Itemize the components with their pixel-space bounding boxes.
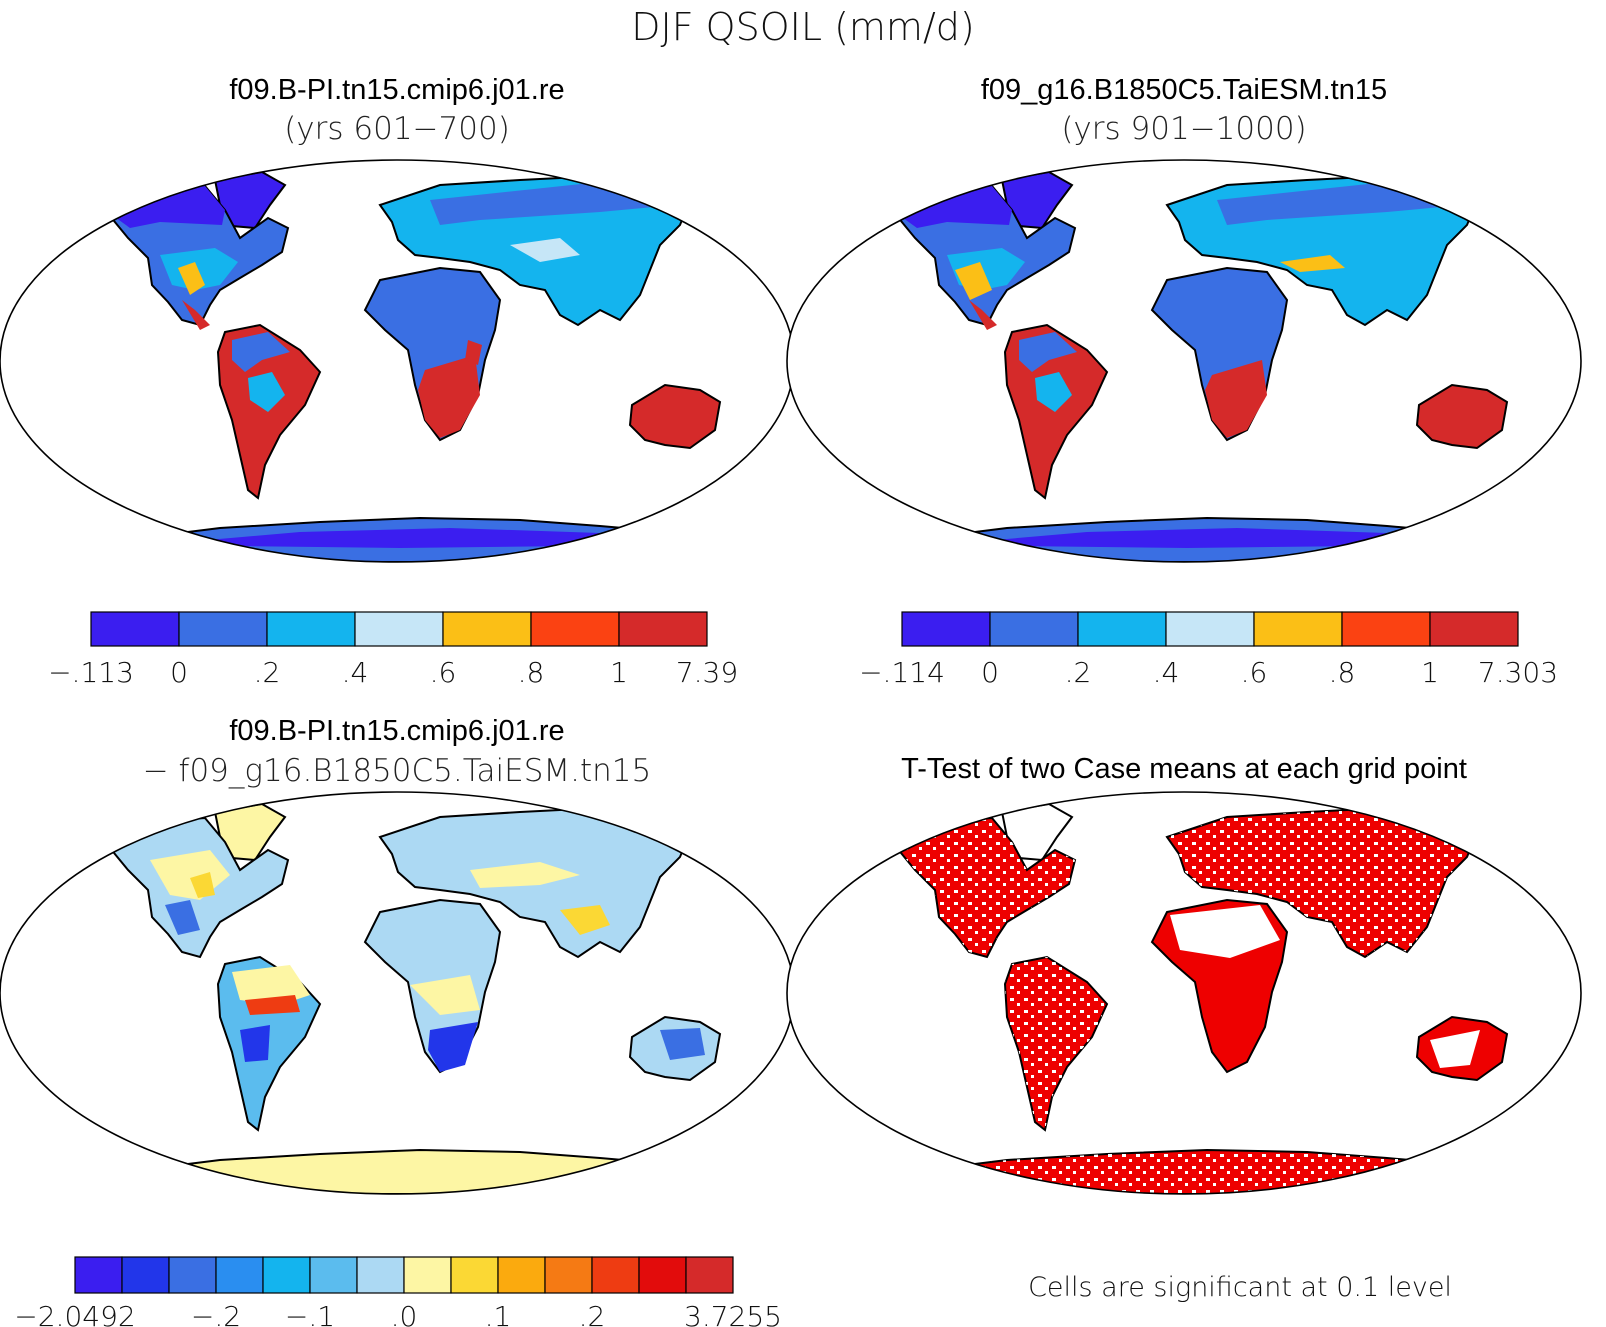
panel-diff-period: − f09_g16.B1850C5.TaiESM.tn15 <box>143 753 652 789</box>
colorbar-tick-label: .8 <box>518 656 545 689</box>
colorbar-swatch <box>1429 611 1519 647</box>
colorbar-swatch <box>354 611 444 647</box>
colorbar-tick-label: −.1 <box>285 1300 335 1327</box>
colorbar-tick-label: .0 <box>391 1300 418 1327</box>
colorbar-tick-label: 7.303 <box>1478 656 1558 689</box>
australia-shape <box>1415 383 1509 450</box>
colorbar-swatch <box>121 1256 170 1294</box>
colorbar-swatch <box>989 611 1079 647</box>
colorbar-swatch <box>74 1256 123 1294</box>
colorbar-swatch <box>309 1256 358 1294</box>
colorbar-tick-label: 0 <box>170 656 188 689</box>
colorbar-tick-label: .8 <box>1329 656 1356 689</box>
colorbar-swatch <box>638 1256 687 1294</box>
colorbar-swatch <box>262 1256 311 1294</box>
panel-diff-colorbar: −2.0492 −.2 −.1 .0 .1 .2 3.7255 <box>14 1256 782 1327</box>
australia-shape <box>628 383 722 450</box>
colorbar-swatch <box>90 611 180 647</box>
colorbar-swatch <box>1077 611 1167 647</box>
panel-case2-colorbar: −.114 0 .2 .4 .6 .8 1 7.303 <box>859 611 1558 689</box>
panel-diff-case-name: f09.B-PI.tn15.cmip6.j01.re <box>229 715 564 747</box>
colorbar-tick-label: .4 <box>342 656 369 689</box>
colorbar-tick-label: 0 <box>981 656 999 689</box>
colorbar-tick-label: .1 <box>485 1300 512 1327</box>
colorbar-swatch <box>497 1256 546 1294</box>
panel-case1: f09.B-PI.tn15.cmip6.j01.re (yrs 601−700) <box>0 74 795 689</box>
colorbar-swatch <box>178 611 268 647</box>
panel-case2-period: (yrs 901−1000) <box>1061 111 1306 147</box>
colorbar-swatch <box>530 611 620 647</box>
panel-case2-map <box>787 160 1581 562</box>
colorbar-tick-label: −2.0492 <box>14 1300 135 1327</box>
colorbar-tick-label: −.2 <box>191 1300 241 1327</box>
colorbar-swatch <box>685 1256 734 1294</box>
colorbar-tick-label: 3.7255 <box>684 1300 782 1327</box>
panel-ttest-title: T-Test of two Case means at each grid po… <box>901 753 1467 785</box>
colorbar-swatch <box>901 611 991 647</box>
figure-title: DJF QSOIL (mm/d) <box>631 5 974 49</box>
colorbar-swatch <box>168 1256 217 1294</box>
panel-ttest: T-Test of two Case means at each grid po… <box>786 753 1582 1303</box>
colorbar-swatch <box>591 1256 640 1294</box>
colorbar-swatch <box>1253 611 1343 647</box>
panel-diff-map <box>0 792 794 1194</box>
panel-ttest-note: Cells are significant at 0.1 level <box>1028 1272 1452 1303</box>
colorbar-tick-label: 7.39 <box>676 656 738 689</box>
colorbar-tick-label: 1 <box>1421 656 1439 689</box>
colorbar-tick-label: .2 <box>254 656 281 689</box>
colorbar-swatch <box>442 611 532 647</box>
colorbar-swatch <box>618 611 708 647</box>
colorbar-tick-label: .2 <box>1065 656 1092 689</box>
panel-case1-colorbar: −.113 0 .2 .4 .6 .8 1 7.39 <box>48 611 738 689</box>
colorbar-swatch <box>1165 611 1255 647</box>
colorbar-swatch <box>450 1256 499 1294</box>
panel-ttest-map <box>787 792 1581 1194</box>
colorbar-swatch <box>266 611 356 647</box>
colorbar-swatch <box>544 1256 593 1294</box>
panel-case2-case-name: f09_g16.B1850C5.TaiESM.tn15 <box>981 74 1387 106</box>
colorbar-swatch <box>215 1256 264 1294</box>
panel-case2-map-border <box>786 159 1582 563</box>
colorbar-tick-label: −.114 <box>859 656 945 689</box>
colorbar-tick-label: .4 <box>1153 656 1180 689</box>
colorbar-swatch <box>403 1256 452 1294</box>
panel-case2: f09_g16.B1850C5.TaiESM.tn15 (yrs 901−100… <box>786 74 1582 689</box>
panel-case1-case-name: f09.B-PI.tn15.cmip6.j01.re <box>229 74 564 106</box>
panel-diff: f09.B-PI.tn15.cmip6.j01.re − f09_g16.B18… <box>0 715 795 1327</box>
colorbar-swatch <box>356 1256 405 1294</box>
colorbar-tick-label: .6 <box>1241 656 1268 689</box>
colorbar-tick-label: −.113 <box>48 656 134 689</box>
colorbar-tick-label: .6 <box>430 656 457 689</box>
colorbar-swatch <box>1341 611 1431 647</box>
panel-case1-map <box>0 160 794 562</box>
colorbar-tick-label: .2 <box>579 1300 606 1327</box>
colorbar-tick-label: 1 <box>610 656 628 689</box>
panel-ttest-map-border <box>786 791 1582 1195</box>
panel-case1-period: (yrs 601−700) <box>284 111 510 147</box>
